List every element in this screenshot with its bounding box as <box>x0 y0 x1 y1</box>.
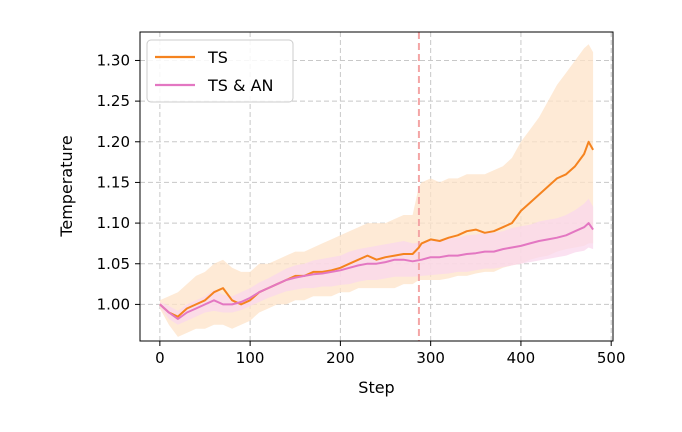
x-tick-label: 300 <box>416 349 445 367</box>
legend-label-ts: TS <box>207 48 228 67</box>
x-axis-ticks: 0 100 200 300 400 500 <box>155 341 626 367</box>
y-tick-label: 1.05 <box>97 255 130 273</box>
x-axis-label: Step <box>358 378 394 397</box>
y-tick-label: 1.00 <box>97 295 130 313</box>
legend: TS TS & AN <box>146 39 294 103</box>
y-tick-label: 1.20 <box>97 133 130 151</box>
series-line-ts <box>159 140 594 318</box>
x-tick-label: 200 <box>326 349 355 367</box>
y-axis-ticks: 1.00 1.05 1.10 1.15 1.20 1.25 1.30 <box>97 51 140 313</box>
legend-label-ts-an: TS & AN <box>207 76 274 95</box>
y-tick-label: 1.25 <box>97 92 130 110</box>
series-line-ts-an <box>159 222 594 320</box>
x-tick-label: 0 <box>155 349 165 367</box>
legend-box <box>146 39 294 103</box>
y-axis-label: Temperature <box>57 135 76 237</box>
y-tick-label: 1.30 <box>97 51 130 69</box>
series-lines <box>159 140 594 320</box>
plot-frame <box>139 31 614 342</box>
confidence-bands <box>159 44 594 337</box>
confidence-band-ts-an <box>159 198 594 325</box>
x-tick-label: 500 <box>597 349 626 367</box>
x-tick-label: 400 <box>507 349 536 367</box>
x-tick-label: 100 <box>236 349 265 367</box>
y-tick-label: 1.10 <box>97 214 130 232</box>
y-tick-label: 1.15 <box>97 173 130 191</box>
